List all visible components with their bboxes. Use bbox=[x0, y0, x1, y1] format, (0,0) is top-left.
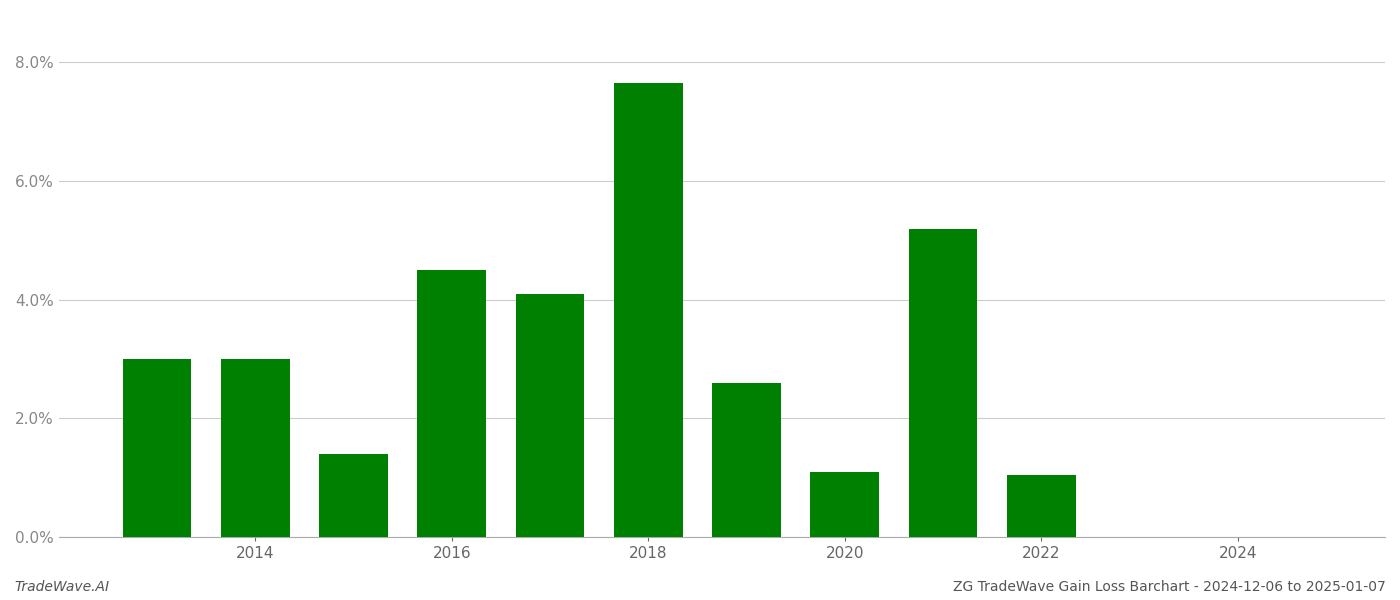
Text: ZG TradeWave Gain Loss Barchart - 2024-12-06 to 2025-01-07: ZG TradeWave Gain Loss Barchart - 2024-1… bbox=[953, 580, 1386, 594]
Bar bbox=[319, 454, 388, 537]
Bar bbox=[515, 294, 584, 537]
Bar bbox=[417, 270, 486, 537]
Bar bbox=[713, 383, 781, 537]
Text: TradeWave.AI: TradeWave.AI bbox=[14, 580, 109, 594]
Bar bbox=[221, 359, 290, 537]
Bar bbox=[123, 359, 192, 537]
Bar bbox=[613, 83, 683, 537]
Bar bbox=[909, 229, 977, 537]
Bar bbox=[1007, 475, 1075, 537]
Bar bbox=[811, 472, 879, 537]
